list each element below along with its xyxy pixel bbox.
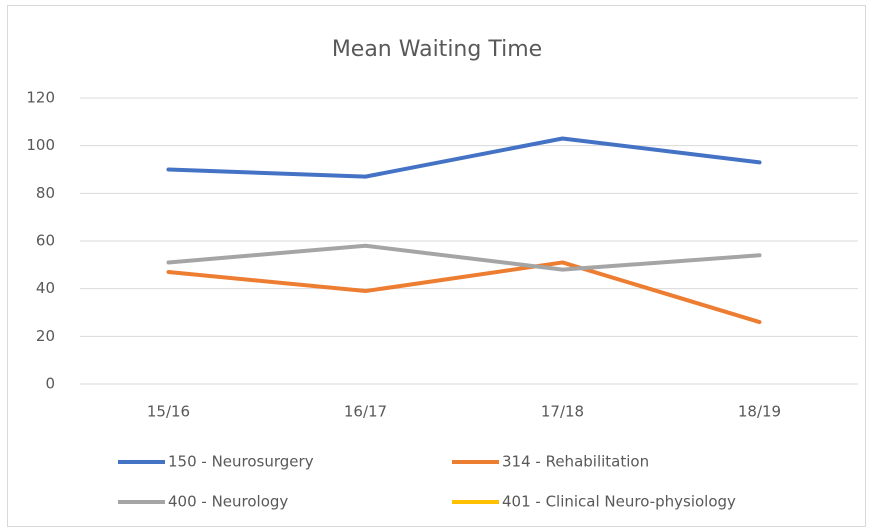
- legend-label: 314 - Rehabilitation: [502, 453, 649, 471]
- series-line: [166, 260, 762, 325]
- x-tick-label: 18/19: [738, 403, 781, 421]
- y-tick-label: 0: [45, 375, 55, 393]
- x-tick-label: 15/16: [147, 403, 190, 421]
- series-line: [166, 243, 762, 272]
- x-tick-label: 16/17: [344, 403, 387, 421]
- y-tick-label: 100: [26, 136, 55, 154]
- series-line: [166, 136, 762, 179]
- y-tick-label: 60: [36, 232, 55, 250]
- y-tick-label: 40: [36, 279, 55, 297]
- y-tick-label: 20: [36, 327, 55, 345]
- chart-frame: [7, 5, 866, 527]
- chart-title: Mean Waiting Time: [332, 37, 542, 62]
- x-tick-label: 17/18: [541, 403, 584, 421]
- legend-label: 400 - Neurology: [168, 493, 288, 511]
- y-tick-label: 120: [26, 89, 55, 107]
- legend-label: 401 - Clinical Neuro-physiology: [502, 493, 736, 511]
- legend-label: 150 - Neurosurgery: [168, 453, 314, 471]
- y-tick-label: 80: [36, 184, 55, 202]
